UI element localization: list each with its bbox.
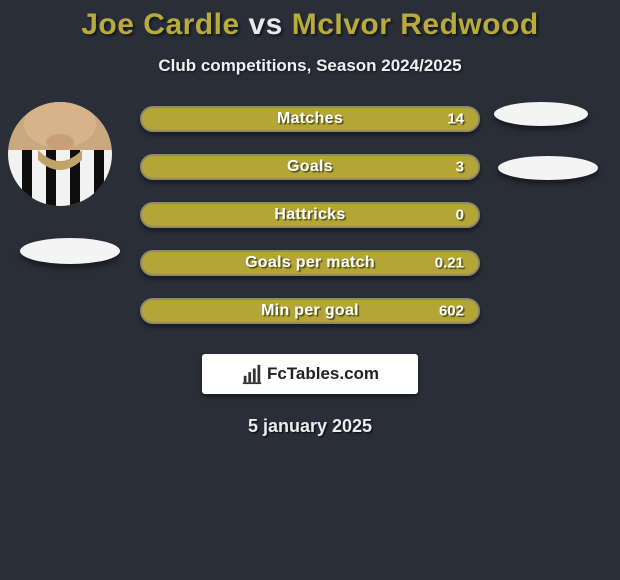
stat-value: 0.21	[435, 255, 464, 272]
stat-value: 0	[456, 207, 464, 224]
stat-bar-matches: Matches 14	[140, 106, 480, 132]
avatar-jersey-icon	[8, 102, 112, 206]
stat-bar-goals: Goals 3	[140, 154, 480, 180]
stat-label: Min per goal	[261, 302, 359, 320]
stat-label: Matches	[277, 110, 343, 128]
date-line: 5 january 2025	[0, 416, 620, 437]
stat-label: Goals	[287, 158, 333, 176]
bar-chart-icon	[241, 363, 263, 385]
comparison-arena: Matches 14 Goals 3 Hattricks 0 Goals per…	[0, 106, 620, 324]
stat-bars: Matches 14 Goals 3 Hattricks 0 Goals per…	[140, 106, 480, 324]
subtitle: Club competitions, Season 2024/2025	[0, 56, 620, 76]
title-vs: vs	[249, 8, 283, 41]
player2-shadow-ellipse-2	[498, 156, 598, 180]
player1-avatar	[8, 102, 112, 206]
brand-text: FcTables.com	[267, 364, 379, 384]
title-player2: McIvor Redwood	[292, 8, 539, 41]
stat-value: 602	[439, 303, 464, 320]
comparison-title: Joe Cardle vs McIvor Redwood	[0, 0, 620, 42]
stat-label: Hattricks	[274, 206, 345, 224]
stat-bar-goals-per-match: Goals per match 0.21	[140, 250, 480, 276]
player1-shadow-ellipse	[20, 238, 120, 264]
stat-value: 3	[456, 159, 464, 176]
brand-suffix: .com	[339, 364, 379, 383]
stat-label: Goals per match	[245, 254, 375, 272]
player2-shadow-ellipse-1	[494, 102, 588, 126]
stat-bar-hattricks: Hattricks 0	[140, 202, 480, 228]
brand-name: FcTables	[267, 364, 339, 383]
brand-badge: FcTables.com	[202, 354, 418, 394]
stat-bar-min-per-goal: Min per goal 602	[140, 298, 480, 324]
title-player1: Joe Cardle	[81, 8, 239, 41]
stat-value: 14	[447, 111, 464, 128]
